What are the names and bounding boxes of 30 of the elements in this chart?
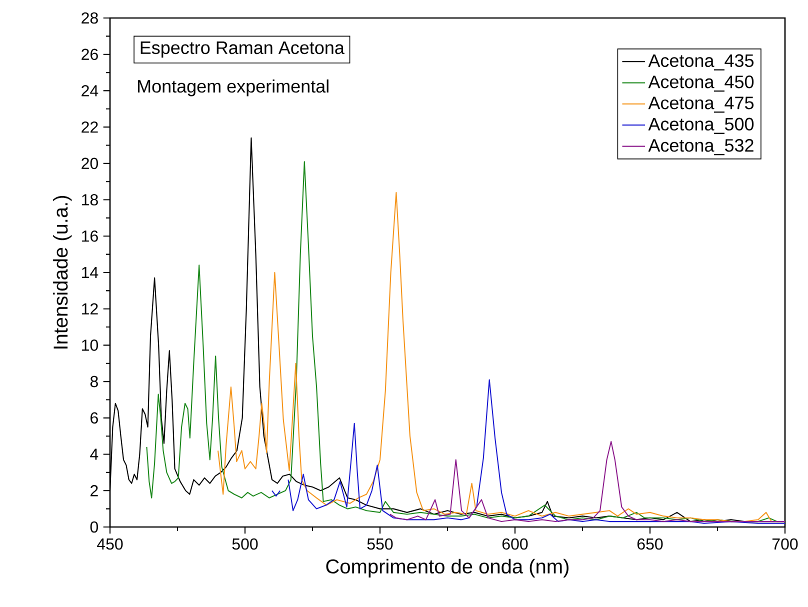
x-tick-label: 450 — [97, 538, 123, 550]
x-tick-label: 500 — [232, 538, 258, 550]
x-tick-label: 600 — [502, 538, 528, 550]
y-tick-label: 10 — [82, 340, 98, 351]
x-tick-label: 650 — [637, 538, 663, 550]
text: Montagem experimental — [138, 79, 328, 96]
y-tick-label: 4 — [90, 448, 98, 460]
y-tick-label: 14 — [82, 266, 98, 278]
y-tick-label: 22 — [82, 121, 98, 133]
legend-label: Acetona_475 — [648, 96, 754, 113]
y-tick-label: 16 — [82, 230, 98, 242]
legend-label: Acetona_450 — [648, 76, 754, 92]
y-tick-label: 26 — [82, 48, 98, 60]
x-tick-label: 550 — [367, 538, 393, 550]
text: Espectro Raman Acetona — [140, 42, 344, 58]
y-tick-label: 20 — [82, 158, 98, 170]
y-tick-label: 18 — [82, 194, 98, 206]
y-tick-label: 2 — [90, 485, 98, 496]
y-tick-label: 6 — [90, 412, 98, 424]
legend-label: Acetona_532 — [648, 139, 754, 156]
y-tick-label: 12 — [82, 303, 98, 314]
x-axis-title: Comprimento de onda (nm) — [326, 558, 568, 578]
legend-label: Acetona_435 — [648, 54, 754, 70]
y-tick-label: 28 — [82, 12, 98, 24]
y-tick-label: 0 — [90, 521, 98, 533]
x-tick-label: 700 — [772, 538, 798, 550]
legend-label: Acetona_500 — [648, 118, 754, 134]
y-tick-label: 24 — [82, 85, 98, 96]
y-axis-title: Intensidade (u.a.) — [53, 196, 72, 348]
y-tick-label: 8 — [90, 376, 98, 388]
